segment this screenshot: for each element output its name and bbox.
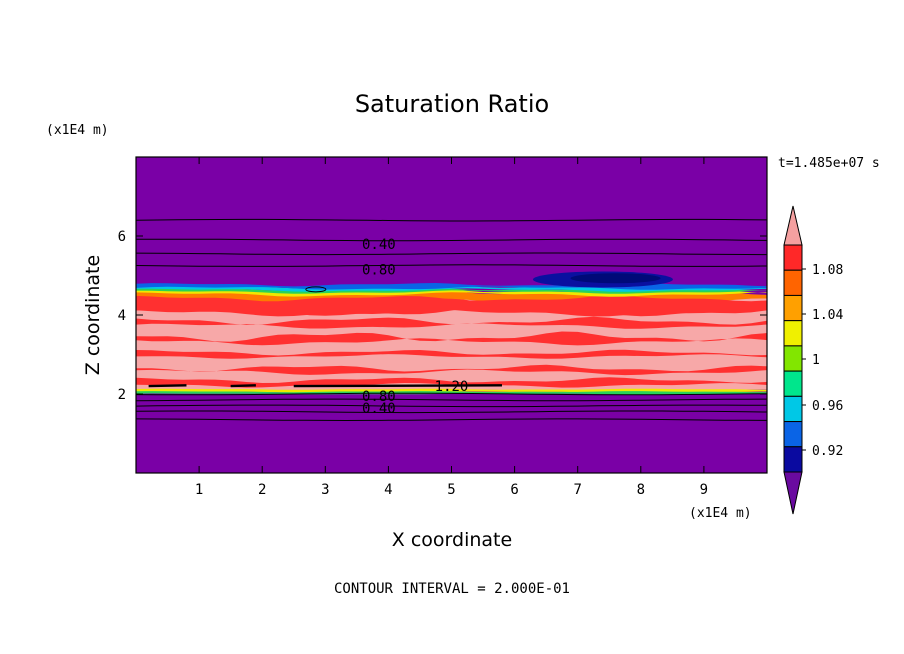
contour-line xyxy=(136,252,767,256)
x-tick-label: 6 xyxy=(510,482,518,498)
contour-label: 1.20 xyxy=(435,379,469,395)
contour-line xyxy=(136,218,767,222)
colorbar-label: 0.92 xyxy=(812,444,843,459)
chart-title: Saturation Ratio xyxy=(355,90,549,118)
colorbar-box xyxy=(783,370,803,397)
x-tick-label: 8 xyxy=(637,482,645,498)
y-tick-label: 4 xyxy=(118,308,126,324)
red-layer-upper xyxy=(136,295,767,317)
x-tick-label: 9 xyxy=(700,482,708,498)
colorbar-box xyxy=(783,446,803,473)
contour-loop xyxy=(305,286,327,293)
colorbar-label: 1.08 xyxy=(812,263,843,278)
contour-line xyxy=(136,404,767,408)
x-tick-label: 5 xyxy=(447,482,455,498)
colorbar: 0.92 0.96 1 1.04 1.08 xyxy=(783,205,843,515)
y-axis-ticks: 2 4 6 xyxy=(118,229,767,403)
x-tick-label: 1 xyxy=(195,482,203,498)
x-tick-label: 2 xyxy=(258,482,266,498)
colorbar-top-triangle xyxy=(783,205,803,246)
contour-interval-note: CONTOUR INTERVAL = 2.000E-01 xyxy=(334,581,570,597)
contour-label: 0.80 xyxy=(362,389,396,405)
colorbar-box xyxy=(783,320,803,347)
colorbar-box xyxy=(783,294,803,322)
colorbar-bottom-triangle xyxy=(783,471,803,515)
x-axis-label: X coordinate xyxy=(392,529,512,551)
contour-line-120 xyxy=(230,384,256,388)
red-streak xyxy=(136,364,767,376)
contour-label: 0.40 xyxy=(362,237,396,253)
contour-label: 0.80 xyxy=(362,263,396,279)
contour-line-120 xyxy=(293,384,502,388)
contour-lines xyxy=(136,218,767,422)
contour-line xyxy=(136,418,767,422)
red-streak xyxy=(136,331,767,346)
contour-line xyxy=(136,398,767,402)
y-axis-label: Z coordinate xyxy=(82,255,104,375)
contour-label: 0.40 xyxy=(362,401,396,417)
colorbar-label: 1.04 xyxy=(812,308,843,323)
red-streak xyxy=(136,316,767,329)
colorbar-box xyxy=(783,345,803,372)
contour-labels: 0.400.801.200.800.40 xyxy=(362,237,468,417)
y-tick-label: 6 xyxy=(118,229,126,245)
x-tick-label: 7 xyxy=(573,482,581,498)
contour-line xyxy=(136,392,767,396)
x-tick-label: 4 xyxy=(384,482,392,498)
red-streak xyxy=(136,349,767,359)
colorbar-box xyxy=(783,421,803,448)
navy-blob-core xyxy=(570,273,661,284)
colorbar-box xyxy=(783,244,803,271)
contour-line xyxy=(136,264,767,267)
colorbar-label: 1 xyxy=(812,353,820,368)
time-label: t=1.485e+07 s xyxy=(778,156,880,171)
x-axis-ticks: 1 2 3 4 5 6 7 8 9 xyxy=(195,157,708,498)
colorbar-box xyxy=(783,395,803,423)
contour-line xyxy=(136,238,767,242)
contour-plot-area xyxy=(136,157,767,473)
contour-line xyxy=(136,410,767,414)
colorbar-box xyxy=(783,269,803,296)
y-unit-label: (x1E4 m) xyxy=(46,123,109,138)
colorbar-label: 0.96 xyxy=(812,399,843,414)
y-tick-label: 2 xyxy=(118,387,126,403)
contour-line-120 xyxy=(148,384,187,388)
x-tick-label: 3 xyxy=(321,482,329,498)
x-unit-label: (x1E4 m) xyxy=(689,506,752,521)
